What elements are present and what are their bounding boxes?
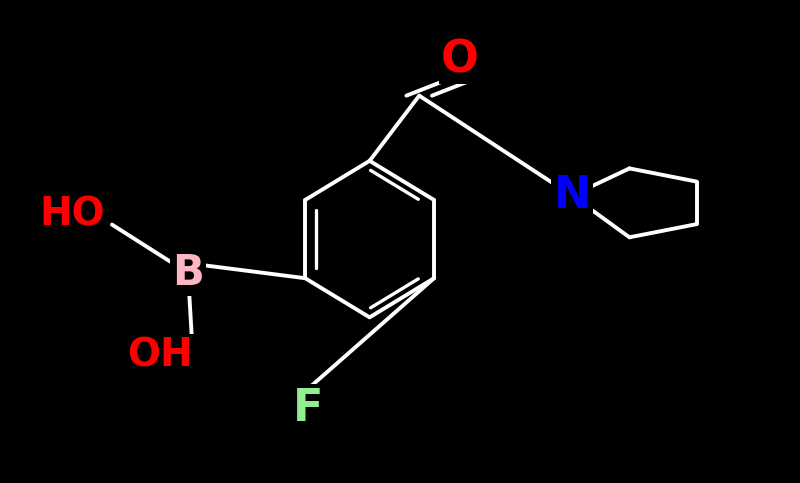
- Text: OH: OH: [127, 336, 193, 374]
- Text: F: F: [293, 386, 323, 430]
- Text: HO: HO: [39, 196, 105, 234]
- Text: B: B: [172, 252, 204, 294]
- Text: O: O: [441, 39, 479, 82]
- Text: N: N: [554, 174, 590, 217]
